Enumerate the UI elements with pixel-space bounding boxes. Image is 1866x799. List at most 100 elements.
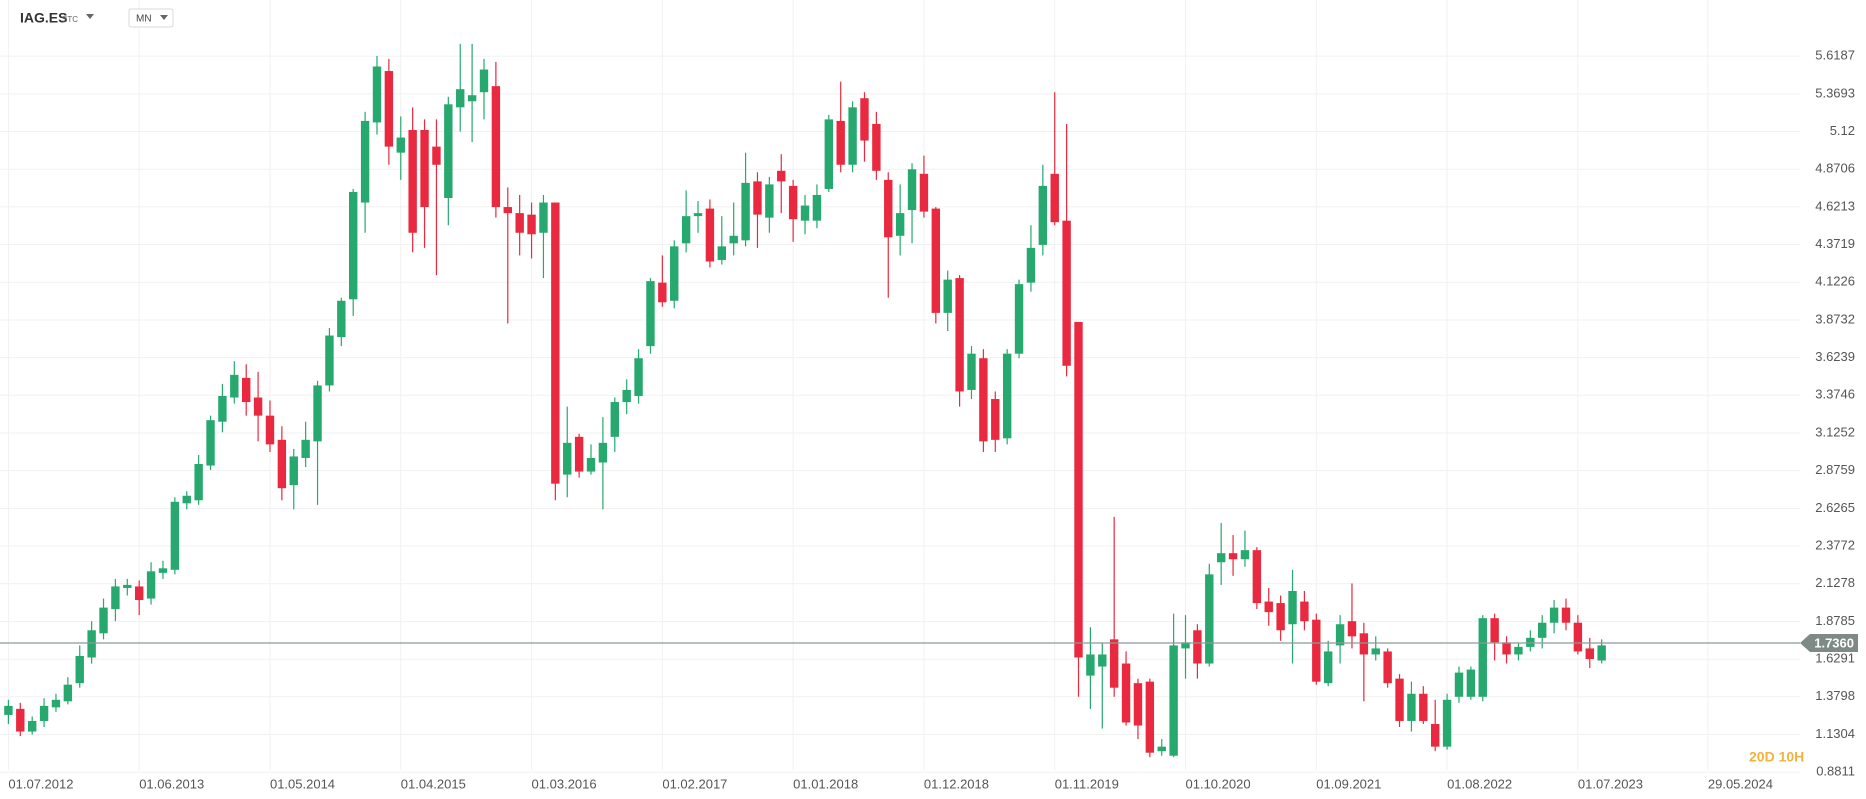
candle-body <box>1442 699 1452 747</box>
symbol[interactable]: IAG.ES <box>20 10 67 26</box>
candle-body <box>182 495 191 504</box>
candle-body <box>1133 683 1143 726</box>
interval-label[interactable]: MN <box>136 14 152 25</box>
candle-body <box>979 358 988 442</box>
y-tick-label: 2.3772 <box>1815 537 1855 552</box>
candle-body <box>1240 550 1250 560</box>
candle-body <box>337 300 346 338</box>
candle-body <box>491 86 501 208</box>
candle-body <box>1573 622 1583 652</box>
candle-body <box>1109 639 1119 688</box>
candle-body <box>313 385 322 442</box>
candle-body <box>1086 654 1095 676</box>
candle-body <box>194 464 203 501</box>
x-tick-label: 01.11.2019 <box>1055 776 1119 791</box>
countdown: 20D 10H <box>1749 749 1804 765</box>
candle-body <box>610 402 619 437</box>
candle-body <box>574 436 584 472</box>
y-tick-label: 3.6239 <box>1815 349 1855 364</box>
candle-body <box>349 191 358 300</box>
candle-body <box>408 129 417 233</box>
y-tick-label: 4.6213 <box>1815 198 1855 213</box>
candle-body <box>1454 672 1464 697</box>
candle-body <box>777 170 786 182</box>
y-tick-label: 0.8811 <box>1816 764 1855 779</box>
x-tick-label: 01.05.2014 <box>270 776 335 791</box>
candle-body <box>1014 284 1024 354</box>
candle-body <box>1181 642 1190 649</box>
candle-body <box>1276 603 1285 631</box>
candle-body <box>1371 648 1380 655</box>
candle-body <box>1335 624 1345 646</box>
x-tick-label: 01.09.2021 <box>1316 776 1381 791</box>
y-tick-label: 1.6291 <box>1815 651 1855 666</box>
candle-body <box>1514 646 1523 655</box>
candle-body <box>1323 651 1333 684</box>
candle-body <box>111 586 120 610</box>
candle-body <box>1419 693 1428 721</box>
symbol-dropdown-caret[interactable] <box>86 14 94 19</box>
candle-body <box>586 457 596 472</box>
candle-body <box>1395 678 1404 721</box>
y-tick-label: 3.8732 <box>1815 311 1855 326</box>
candle-body <box>1431 723 1440 747</box>
candle-body <box>75 655 84 684</box>
candle-body <box>765 184 774 218</box>
candle-body <box>1312 619 1321 682</box>
x-tick-label: 01.10.2020 <box>1186 776 1251 791</box>
interval-caret[interactable] <box>160 15 168 20</box>
candle-body <box>729 235 738 244</box>
candle-body <box>289 456 298 486</box>
candle-body <box>420 129 429 208</box>
candle-body <box>634 358 643 396</box>
candle-body <box>646 281 655 347</box>
x-tick-label: 01.04.2015 <box>401 776 466 791</box>
y-tick-label: 5.12 <box>1830 123 1855 138</box>
y-tick-label: 2.8759 <box>1815 462 1855 477</box>
candle-body <box>515 213 524 233</box>
symbol-tag: STC <box>62 15 78 24</box>
x-tick-label: 01.08.2022 <box>1447 776 1512 791</box>
candles <box>4 43 1606 758</box>
candle-body <box>527 214 536 235</box>
candle-body <box>1216 553 1226 563</box>
y-tick-label: 4.3719 <box>1815 236 1855 251</box>
candle-body <box>539 202 548 233</box>
candle-body <box>967 353 976 390</box>
candle-body <box>931 208 941 313</box>
interval-select[interactable] <box>128 8 174 28</box>
y-tick-label: 1.1304 <box>1815 726 1855 741</box>
x-tick-label: 01.07.2012 <box>8 776 73 791</box>
candle-body <box>824 119 834 189</box>
candle-body <box>1347 621 1357 637</box>
candle-body <box>1561 607 1571 623</box>
candle-body <box>919 173 929 212</box>
candle-body <box>230 374 239 398</box>
candle-body <box>170 501 180 570</box>
candle-body <box>1466 669 1476 697</box>
candle-body <box>1074 321 1083 658</box>
y-tick-label: 2.6265 <box>1815 500 1855 515</box>
candle-body <box>134 586 144 601</box>
candle-body <box>1038 185 1048 245</box>
y-tick-label: 3.3746 <box>1815 387 1855 402</box>
candle-body <box>1383 651 1392 684</box>
candle-body <box>27 720 37 732</box>
y-tick-label: 1.3798 <box>1815 688 1855 703</box>
candle-body <box>16 708 25 732</box>
candle-body <box>1145 681 1155 753</box>
candle-body <box>1407 693 1416 721</box>
candle-body <box>1538 622 1547 638</box>
candle-body <box>1549 607 1559 623</box>
candle-body <box>1490 618 1499 643</box>
candle-body <box>943 279 952 313</box>
candle-body <box>741 182 750 241</box>
y-tick-label: 3.1252 <box>1815 424 1855 439</box>
candle-body <box>836 120 845 165</box>
candle-body <box>895 213 905 236</box>
candle-body <box>1002 353 1012 439</box>
candle-body <box>670 246 679 301</box>
candle-body <box>1359 633 1369 655</box>
candle-body <box>301 439 310 458</box>
